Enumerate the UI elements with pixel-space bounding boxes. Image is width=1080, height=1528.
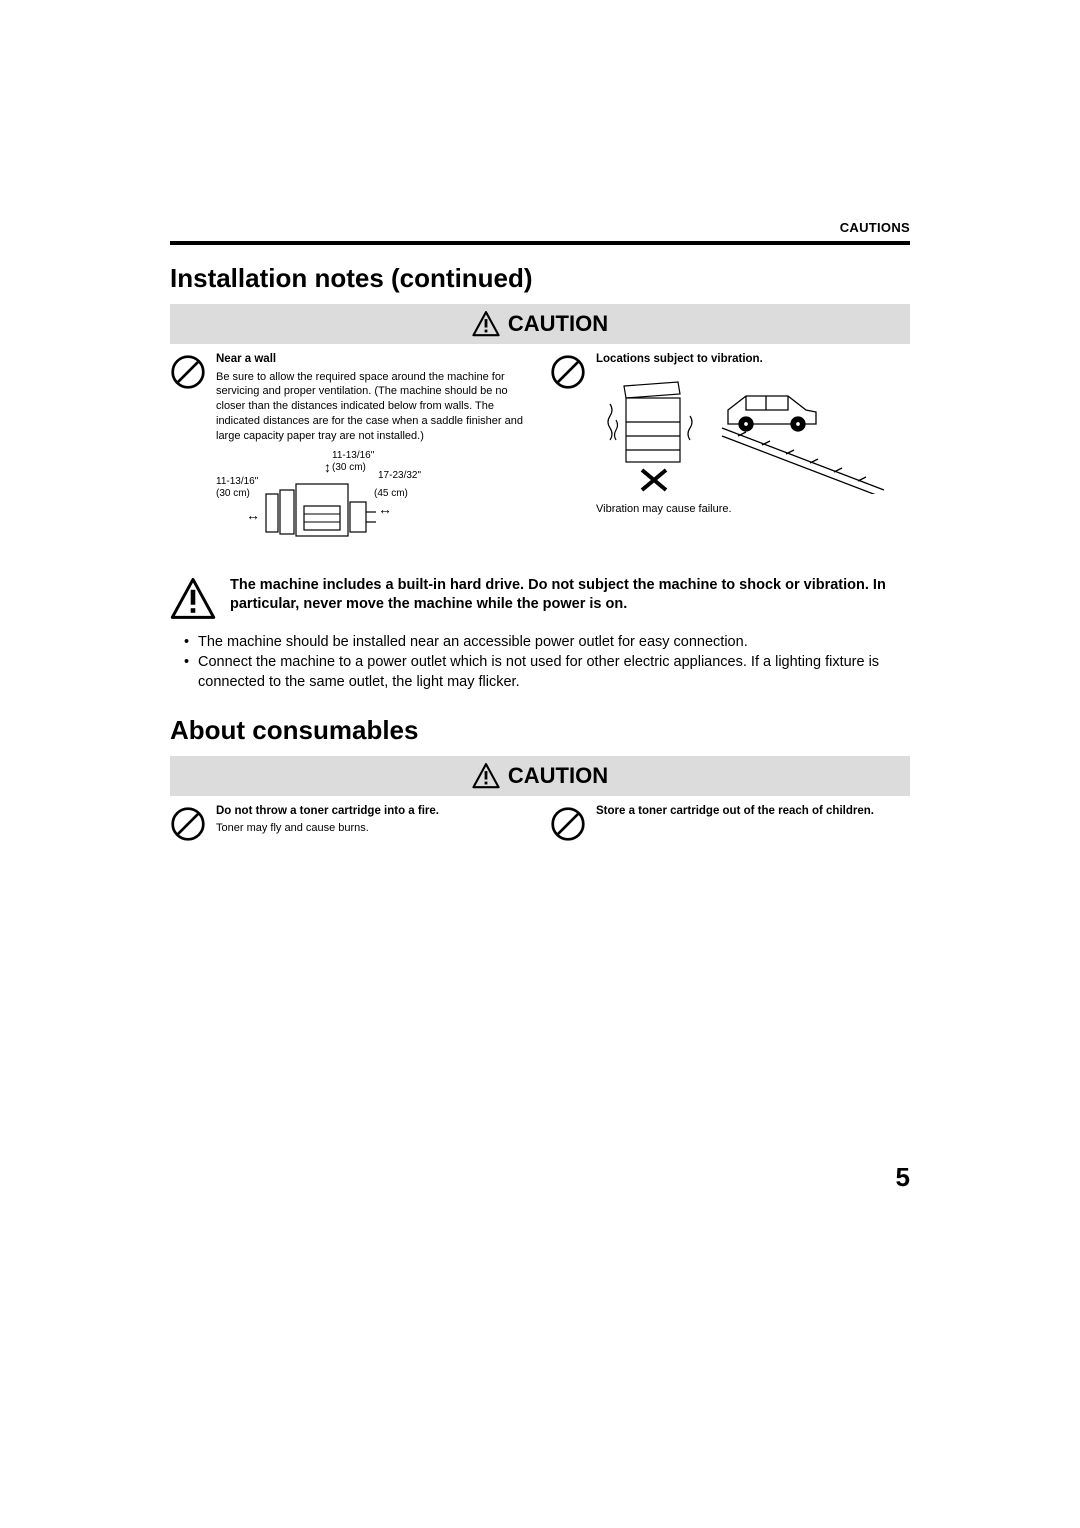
section-header-label: CAUTIONS [170,220,910,235]
prohibit-icon [170,354,206,390]
children-item: Store a toner cartridge out of the reach… [550,804,910,842]
near-wall-item: Near a wall Be sure to allow the require… [170,352,530,550]
page-content: CAUTIONS Installation notes (continued) … [160,220,920,1193]
caution-triangle-icon [472,762,500,790]
arrow-left-icon: ↔ [246,506,260,525]
vibration-message: Vibration may cause failure. [596,502,910,517]
install-bullet-1: The machine should be installed near an … [198,632,748,652]
caution-label: CAUTION [508,763,608,789]
children-title: Store a toner cartridge out of the reach… [596,804,910,820]
install-bullets: •The machine should be installed near an… [184,632,910,693]
prohibit-icon [550,354,586,390]
prohibit-icon [170,806,206,842]
caution-bar-install: CAUTION [170,304,910,344]
fire-text: Toner may fly and cause burns. [216,821,530,836]
car-road-icon [718,374,888,494]
page-number: 5 [170,1162,910,1193]
hard-drive-warning-text: The machine includes a built-in hard dri… [230,576,910,615]
dim-right-in: 17-23/32" [378,470,421,481]
header-divider [170,241,910,245]
vibration-diagram [596,374,910,494]
hard-drive-warning: The machine includes a built-in hard dri… [170,576,910,622]
dim-top-in: 11-13/16" [332,450,374,461]
printer-outline-icon [264,480,384,544]
vibration-item: Locations subject to vibration. [550,352,910,516]
warning-triangle-icon [170,576,216,622]
near-wall-text: Be sure to allow the required space arou… [216,370,530,444]
caution-label: CAUTION [508,311,608,337]
dim-left-cm: (30 cm) [216,488,250,499]
install-columns: Near a wall Be sure to allow the require… [170,352,910,550]
near-wall-title: Near a wall [216,352,530,368]
install-bullet-2: Connect the machine to a power outlet wh… [198,652,910,693]
caution-bar-consumables: CAUTION [170,756,910,796]
consumables-columns: Do not throw a toner cartridge into a fi… [170,804,910,842]
arrow-top-icon: ↕ [324,458,331,477]
dim-left-in: 11-13/16" [216,476,258,487]
fire-item: Do not throw a toner cartridge into a fi… [170,804,530,842]
vibration-title: Locations subject to vibration. [596,352,910,368]
fire-title: Do not throw a toner cartridge into a fi… [216,804,530,820]
shaking-copier-icon [596,374,706,494]
dim-top-cm: (30 cm) [332,462,366,473]
clearance-diagram: 11-13/16" (30 cm) 11-13/16" (30 cm) 17-2… [216,450,530,550]
consumables-title: About consumables [170,715,910,746]
prohibit-icon [550,806,586,842]
install-title: Installation notes (continued) [170,263,910,294]
caution-triangle-icon [472,310,500,338]
